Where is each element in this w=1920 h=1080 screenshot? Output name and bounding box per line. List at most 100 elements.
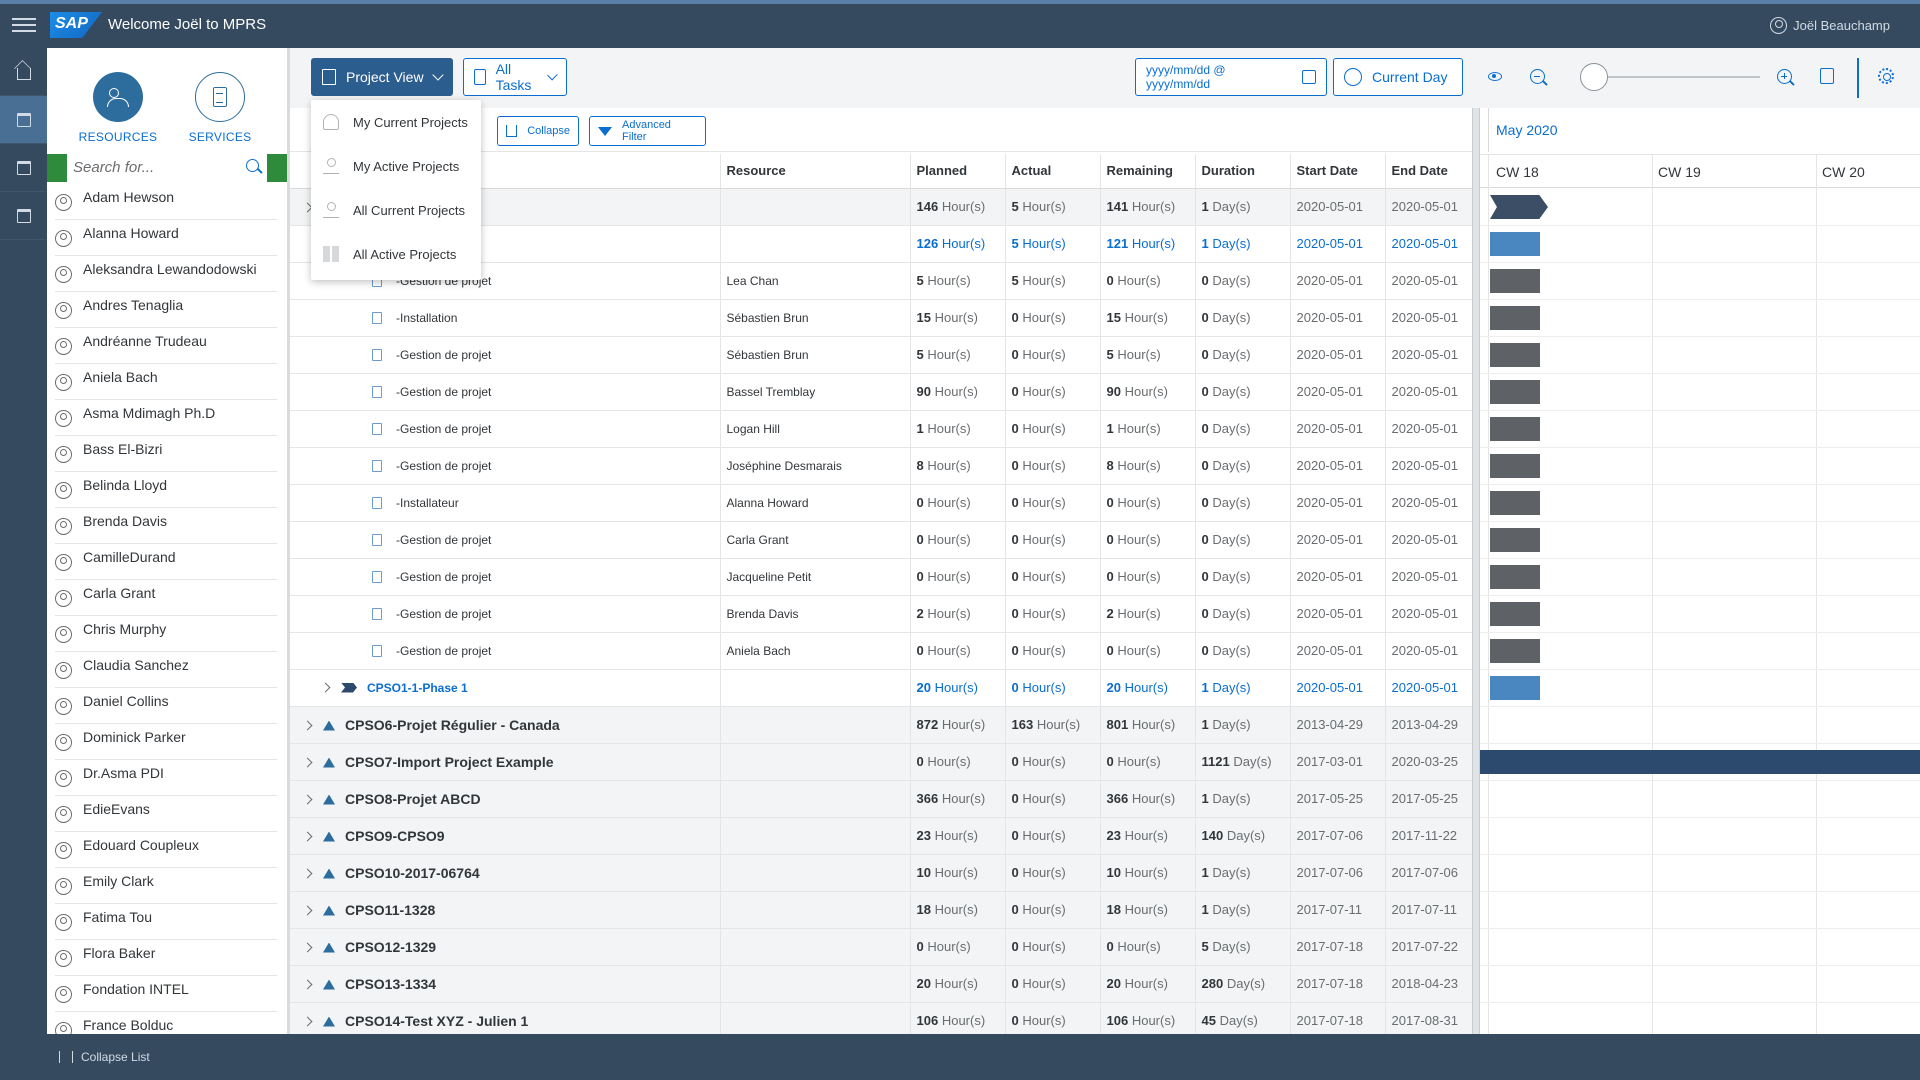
current-day-button[interactable]: Current Day <box>1333 58 1463 96</box>
dropdown-item-my-active-projects[interactable]: My Active Projects <box>311 144 481 188</box>
nav-calendar-alt[interactable] <box>0 192 47 240</box>
gantt-bar[interactable] <box>1490 639 1540 663</box>
resource-list-item[interactable]: Flora Baker <box>55 940 277 976</box>
chevron-right-icon[interactable] <box>302 942 313 952</box>
chevron-right-icon[interactable] <box>302 868 313 878</box>
resource-list-item[interactable]: Chris Murphy <box>55 616 277 652</box>
table-row[interactable]: CPSO10-2017-06764 10 Hour(s) 0 Hour(s) 10 H… <box>290 854 1472 892</box>
tab-resources[interactable]: RESOURCES <box>73 72 163 144</box>
table-row[interactable]: -Installation Sébastien Brun 15 Hour(s) 0 H… <box>290 299 1472 337</box>
search-icon[interactable] <box>246 159 259 172</box>
table-row[interactable]: CPSO9-CPSO9 23 Hour(s) 0 Hour(s) 23 Hour(s)… <box>290 817 1472 855</box>
zoom-in-icon[interactable] <box>1777 69 1795 86</box>
chevron-right-icon[interactable] <box>302 831 313 841</box>
table-row[interactable]: CPSO14-Test XYZ - Julien 1 106 Hour(s) 0 H… <box>290 1002 1472 1034</box>
resource-list-item[interactable]: CamilleDurand <box>55 544 277 580</box>
nav-planning[interactable] <box>0 96 47 144</box>
table-row[interactable]: CPSO13-1334 20 Hour(s) 0 Hour(s) 20 Hour(s)… <box>290 965 1472 1003</box>
advanced-filter-button[interactable]: Advanced Filter <box>589 116 706 146</box>
table-row[interactable]: -Gestion de projet Aniela Bach 0 Hour(s) 0 … <box>290 632 1472 670</box>
resource-list-item[interactable]: Andréanne Trudeau <box>55 328 277 364</box>
column-header-start-date[interactable]: Start Date <box>1290 154 1386 189</box>
gantt-bar[interactable] <box>1490 306 1540 330</box>
gantt-bar[interactable] <box>1490 380 1540 404</box>
gantt-bar[interactable] <box>1490 269 1540 293</box>
user-menu[interactable]: Joël Beauchamp <box>1770 17 1890 34</box>
resource-list-item[interactable]: Asma Mdimagh Ph.D <box>55 400 277 436</box>
table-row[interactable]: -Gestion de projet Lea Chan 5 Hour(s) 5 Hou… <box>290 262 1472 300</box>
table-row[interactable]: -Installateur Alanna Howard 0 Hour(s) 0 Hou… <box>290 484 1472 522</box>
collapse-list-button[interactable]: Collapse List <box>59 1050 150 1064</box>
table-row[interactable]: CPSO12-1329 0 Hour(s) 0 Hour(s) 0 Hour(s) 5 … <box>290 928 1472 966</box>
search-input[interactable] <box>67 154 227 180</box>
project-view-button[interactable]: Project View <box>311 58 453 96</box>
chevron-right-icon[interactable] <box>302 905 313 915</box>
table-row[interactable]: -Gestion de projet Bassel Tremblay 90 Hour… <box>290 373 1472 411</box>
table-row[interactable]: -Gestion de projet Brenda Davis 2 Hour(s) 0… <box>290 595 1472 633</box>
gantt-bar[interactable] <box>1480 750 1920 774</box>
gantt-bar[interactable] <box>1490 676 1540 700</box>
resource-list-item[interactable]: Aniela Bach <box>55 364 277 400</box>
dropdown-item-all-active-projects[interactable]: All Active Projects <box>311 232 481 276</box>
resource-list-item[interactable]: Daniel Collins <box>55 688 277 724</box>
dropdown-item-all-current-projects[interactable]: All Current Projects <box>311 188 481 232</box>
resource-list-item[interactable]: Dr.Asma PDI <box>55 760 277 796</box>
gantt-bar[interactable] <box>1490 602 1540 626</box>
legend-icon[interactable] <box>1820 68 1834 84</box>
hamburger-menu-icon[interactable] <box>12 14 36 34</box>
tab-services[interactable]: SERVICES <box>175 72 265 144</box>
gantt-bar[interactable] <box>1490 454 1540 478</box>
zoom-out-icon[interactable] <box>1530 69 1548 86</box>
eye-icon[interactable] <box>1488 72 1502 81</box>
table-row[interactable]: CPSO8-Projet ABCD 366 Hour(s) 0 Hour(s) 366… <box>290 780 1472 818</box>
resource-list-item[interactable]: Edouard Coupleux <box>55 832 277 868</box>
gantt-bar[interactable] <box>1490 343 1540 367</box>
chevron-right-icon[interactable] <box>302 1016 313 1026</box>
gantt-bar[interactable] <box>1490 417 1540 441</box>
chevron-right-icon[interactable] <box>302 720 313 730</box>
resource-list-item[interactable]: Fondation INTEL <box>55 976 277 1012</box>
zoom-slider-handle[interactable] <box>1580 63 1608 91</box>
table-row[interactable]: -Gestion de projet Carla Grant 0 Hour(s) 0 … <box>290 521 1472 559</box>
resource-list-item[interactable]: Bass El-Bizri <box>55 436 277 472</box>
gantt-bar[interactable] <box>1490 528 1540 552</box>
dropdown-item-my-current-projects[interactable]: My Current Projects <box>311 100 481 144</box>
resource-list-item[interactable]: Emily Clark <box>55 868 277 904</box>
resource-list-item[interactable]: Andres Tenaglia <box>55 292 277 328</box>
resource-list-item[interactable]: Dominick Parker <box>55 724 277 760</box>
resource-list-item[interactable]: Fatima Tou <box>55 904 277 940</box>
table-row[interactable]: CPSO7-Import Project Example 0 Hour(s) 0 H… <box>290 743 1472 781</box>
column-header-planned[interactable]: Planned <box>910 154 1006 189</box>
table-row[interactable]: CPSO6-Projet Régulier - Canada 872 Hour(s… <box>290 706 1472 744</box>
date-range-input[interactable]: yyyy/mm/dd @ yyyy/mm/dd <box>1135 58 1327 96</box>
table-row[interactable]: -Gestion de projet Joséphine Desmarais 8 H… <box>290 447 1472 485</box>
resource-list-item[interactable]: EdieEvans <box>55 796 277 832</box>
resource-list-item[interactable]: Adam Hewson <box>55 184 277 220</box>
gantt-bar[interactable] <box>1490 491 1540 515</box>
gantt-bar[interactable] <box>1490 565 1540 589</box>
resource-list-item[interactable]: Claudia Sanchez <box>55 652 277 688</box>
chevron-right-icon[interactable] <box>302 757 313 767</box>
panel-splitter[interactable] <box>1472 108 1480 1034</box>
chevron-right-icon[interactable] <box>320 682 331 692</box>
table-row[interactable]: CPSO11-1328 18 Hour(s) 0 Hour(s) 18 Hour(s)… <box>290 891 1472 929</box>
column-header-actual[interactable]: Actual <box>1005 154 1101 189</box>
resource-list-item[interactable]: Belinda Lloyd <box>55 472 277 508</box>
column-header-end-date[interactable]: End Date <box>1385 154 1472 189</box>
zoom-slider-track[interactable] <box>1584 76 1760 78</box>
table-row[interactable]: -Gestion de projet Logan Hill 1 Hour(s) 0 H… <box>290 410 1472 448</box>
resource-list-item[interactable]: Carla Grant <box>55 580 277 616</box>
table-row[interactable]: CPSO1-1-Phase 1 20 Hour(s) 0 Hour(s) 20 Hou… <box>290 669 1472 707</box>
nav-home[interactable] <box>0 48 47 96</box>
table-row[interactable]: -Gestion de projet Jacqueline Petit 0 Hour… <box>290 558 1472 596</box>
nav-calendar[interactable] <box>0 144 47 192</box>
chevron-right-icon[interactable] <box>302 979 313 989</box>
collapse-button[interactable]: Collapse <box>497 116 579 146</box>
all-tasks-button[interactable]: All Tasks <box>463 58 567 96</box>
gantt-bar[interactable] <box>1490 195 1548 219</box>
resource-list-item[interactable]: Aleksandra Lewandodowski <box>55 256 277 292</box>
resource-list-item[interactable]: Alanna Howard <box>55 220 277 256</box>
column-header-duration[interactable]: Duration <box>1195 154 1291 189</box>
table-row[interactable]: -Gestion de projet Sébastien Brun 5 Hour(s… <box>290 336 1472 374</box>
settings-gear-icon[interactable] <box>1878 68 1894 84</box>
